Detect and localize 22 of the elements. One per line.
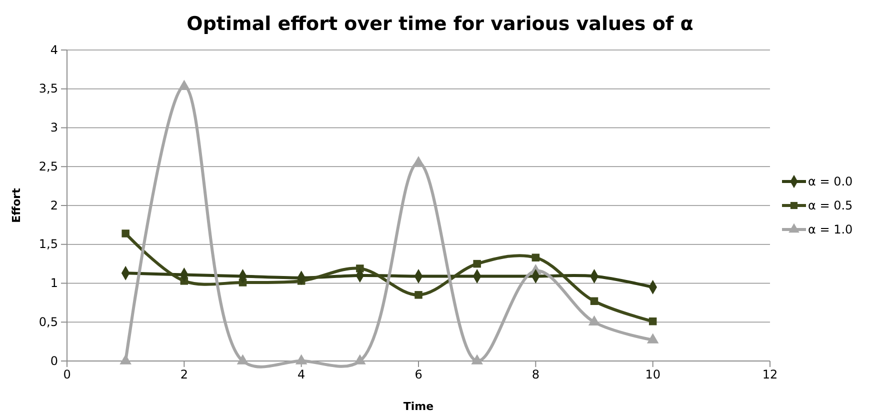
chart-title: Optimal effort over time for various values of α (186, 13, 694, 35)
y-tick-label: 0 (50, 354, 58, 368)
x-tick-label: 2 (180, 368, 188, 382)
x-tick-label: 8 (532, 368, 540, 382)
y-tick-label: 3 (50, 120, 58, 135)
x-tick-label: 12 (762, 368, 778, 382)
x-tick-label: 0 (63, 368, 71, 382)
y-tick-label: 4 (50, 42, 58, 57)
x-tick-label: 10 (645, 368, 660, 382)
y-axis-title: Effort (10, 188, 23, 223)
y-tick-label: 3,5 (38, 82, 58, 96)
y-tick-label: 2 (50, 198, 58, 212)
y-tick-label: 2,5 (38, 159, 58, 174)
legend-label: α = 0.0 (808, 174, 853, 188)
x-tick-label: 4 (298, 368, 306, 382)
legend-label: α = 1.0 (808, 222, 853, 236)
x-axis-title: Time (403, 400, 434, 413)
y-tick-label: 1 (50, 276, 58, 290)
y-tick-label: 1,5 (38, 237, 58, 252)
legend-label: α = 0.5 (808, 198, 853, 212)
x-tick-label: 6 (414, 368, 422, 382)
y-tick-label: 0,5 (38, 314, 58, 329)
